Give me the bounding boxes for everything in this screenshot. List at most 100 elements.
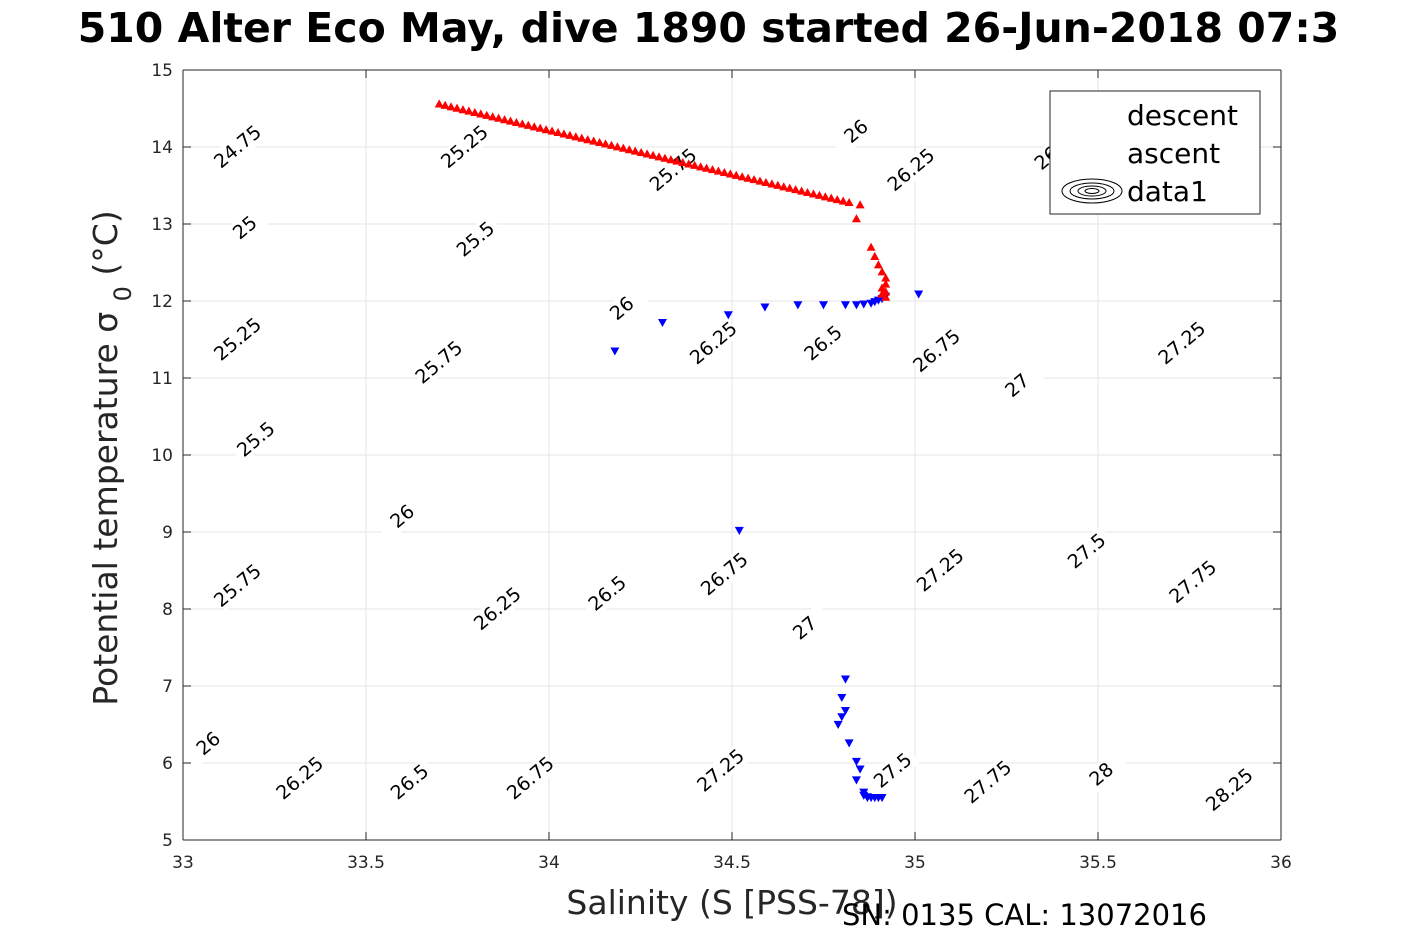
y-tick-label: 5	[162, 831, 173, 851]
contour-label-bg	[796, 318, 851, 369]
contour-label-bg	[778, 603, 833, 654]
contour-label: 26.25	[686, 317, 742, 369]
descent-point	[840, 675, 850, 684]
ascent-point	[767, 179, 777, 188]
contour-label-bg	[1202, 764, 1257, 816]
contour-label-bg	[961, 757, 1016, 808]
legend-label: ascent	[1127, 137, 1220, 170]
descent-point	[833, 720, 843, 729]
ascent-point	[761, 177, 771, 187]
contour-label-bg	[646, 144, 701, 196]
ascent-point	[464, 106, 474, 115]
ascent-point	[446, 102, 456, 111]
descent-point	[840, 707, 850, 716]
contour-label-bg	[181, 718, 236, 769]
contour-label-bg	[437, 121, 492, 173]
descent-point	[851, 776, 861, 785]
ascent-point	[702, 163, 712, 172]
ascent-point	[589, 136, 599, 145]
ascent-point	[678, 157, 688, 167]
ascent-point	[808, 189, 818, 198]
descent-point	[837, 713, 847, 722]
y-tick-label: 12	[151, 292, 173, 312]
contour-label: 27.25	[1154, 317, 1210, 369]
contour-label-bg	[210, 121, 265, 173]
contour-label-bg	[990, 360, 1045, 411]
contour-label-bg	[273, 753, 328, 804]
contour-label-bg	[1074, 749, 1129, 800]
ascent-point	[684, 159, 694, 168]
contour-label: 26.25	[883, 144, 939, 196]
ascent-point	[791, 185, 801, 194]
descent-point	[862, 794, 872, 803]
ascent-point	[737, 172, 747, 181]
x-axis-label: Salinity (S [PSS-78])	[566, 883, 897, 922]
y-tick-label: 9	[162, 523, 173, 543]
ascent-point	[838, 196, 848, 205]
descent-point	[855, 765, 865, 774]
contour-label: 25.75	[411, 337, 467, 389]
legend-label: data1	[1127, 175, 1208, 208]
ascent-point	[612, 142, 622, 151]
ascent-point	[755, 176, 765, 185]
contour-label-bg	[503, 753, 558, 804]
ascent-point	[814, 190, 824, 199]
ascent-point	[877, 267, 887, 276]
descent-point	[840, 301, 850, 310]
descent-point	[859, 300, 869, 309]
ascent-point	[476, 109, 486, 118]
ascent-point	[606, 140, 616, 149]
contour-label: 27.75	[1165, 556, 1221, 608]
ascent-point	[488, 112, 498, 121]
ascent-point	[666, 155, 676, 164]
ascent-point	[696, 162, 706, 171]
descent-point	[851, 301, 861, 310]
descent-point	[844, 739, 854, 748]
legend-contour-icon	[1061, 178, 1123, 204]
x-tick-label: 35.5	[1079, 853, 1117, 873]
ascent-point	[500, 115, 510, 124]
descent-point	[793, 301, 803, 310]
descent-point	[760, 303, 770, 312]
data-points	[434, 99, 1097, 803]
contour-label-bg	[1155, 318, 1210, 369]
ascent-point	[803, 187, 813, 197]
x-tick-label: 35	[904, 853, 926, 873]
y-tick-label: 11	[151, 369, 173, 389]
contour-label-bg	[829, 106, 884, 157]
y-axis-label: Potential temperature σ 0 (°C)	[86, 210, 137, 705]
ascent-point	[797, 186, 807, 195]
ascent-point	[434, 99, 444, 108]
contour-label: 27.25	[693, 745, 749, 797]
ascent-point	[541, 125, 551, 134]
ascent-point	[873, 260, 883, 269]
ascent-point	[844, 197, 854, 207]
y-tick-label: 7	[162, 677, 173, 697]
contour-label-bg	[229, 414, 284, 465]
ascent-point	[690, 160, 700, 169]
descent-point	[610, 347, 620, 356]
contour-label-bg	[686, 318, 741, 369]
descent-point	[877, 794, 887, 803]
contour-label: 26.75	[909, 325, 965, 377]
ascent-point	[529, 122, 539, 131]
tick-labels: 33 33.5 34 34.5 35 35.5 36 5 6 7 8 9 10 11 12 13 14 15	[151, 61, 1291, 873]
ascent-point	[553, 127, 563, 137]
descent-point	[657, 318, 667, 328]
ascent-point	[820, 192, 830, 201]
ascent-point	[749, 175, 759, 184]
ascent-point	[452, 103, 462, 112]
contour-label-bg	[866, 745, 921, 796]
legend-box	[1049, 90, 1261, 215]
descent-point	[837, 693, 847, 703]
ascent-point	[624, 145, 634, 154]
ascent-point	[870, 251, 880, 260]
ascent-point	[855, 200, 865, 209]
x-tick-label: 33	[172, 853, 194, 873]
ascent-point	[636, 147, 646, 157]
ascent-point	[547, 126, 557, 135]
ascent-point	[595, 137, 605, 147]
ascent-point	[517, 119, 527, 128]
y-tick-label: 13	[151, 215, 173, 235]
ascent-point	[505, 116, 515, 125]
